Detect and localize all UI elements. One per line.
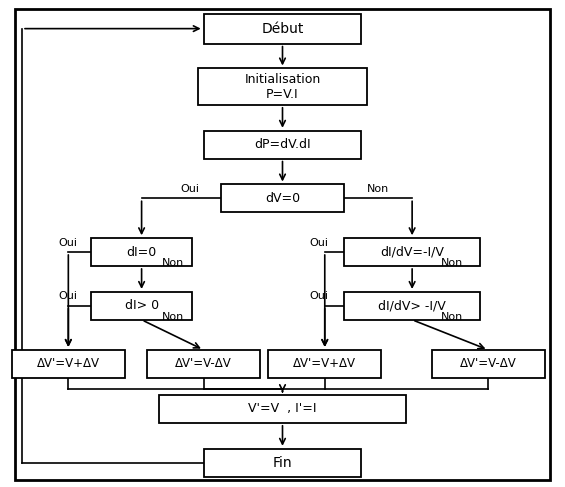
Text: ΔV'=V+ΔV: ΔV'=V+ΔV [293,357,357,370]
FancyBboxPatch shape [159,395,406,423]
Text: dI/dV=-I/V: dI/dV=-I/V [380,245,444,259]
Text: ΔV'=V-ΔV: ΔV'=V-ΔV [175,357,232,370]
Text: Début: Début [261,21,304,36]
Text: Oui: Oui [59,291,78,301]
Text: Non: Non [162,258,184,268]
Text: ΔV'=V+ΔV: ΔV'=V+ΔV [37,357,100,370]
Text: dI/dV> -I/V: dI/dV> -I/V [378,300,446,312]
Text: Oui: Oui [59,238,78,248]
Text: Oui: Oui [180,184,199,194]
Text: dI> 0: dI> 0 [124,300,159,312]
Text: Initialisation
P=V.I: Initialisation P=V.I [245,73,320,101]
FancyBboxPatch shape [203,14,362,44]
Text: Non: Non [441,312,463,321]
Text: Oui: Oui [310,238,329,248]
FancyBboxPatch shape [203,131,362,159]
Text: dP=dV.dI: dP=dV.dI [254,138,311,151]
FancyBboxPatch shape [12,350,125,378]
Text: V'=V  , I'=I: V'=V , I'=I [248,402,317,415]
Text: dV=0: dV=0 [265,192,300,205]
Text: Fin: Fin [273,456,292,469]
FancyBboxPatch shape [198,68,367,105]
FancyBboxPatch shape [203,449,362,477]
Text: Oui: Oui [310,291,329,301]
FancyBboxPatch shape [91,292,192,320]
Text: Non: Non [367,184,389,194]
FancyBboxPatch shape [345,292,480,320]
Text: dI=0: dI=0 [127,245,157,259]
Text: Non: Non [162,312,184,321]
FancyBboxPatch shape [147,350,260,378]
Text: ΔV'=V-ΔV: ΔV'=V-ΔV [460,357,516,370]
FancyBboxPatch shape [345,238,480,266]
FancyBboxPatch shape [220,185,345,212]
FancyBboxPatch shape [432,350,545,378]
Text: Non: Non [441,258,463,268]
FancyBboxPatch shape [268,350,381,378]
FancyBboxPatch shape [91,238,192,266]
